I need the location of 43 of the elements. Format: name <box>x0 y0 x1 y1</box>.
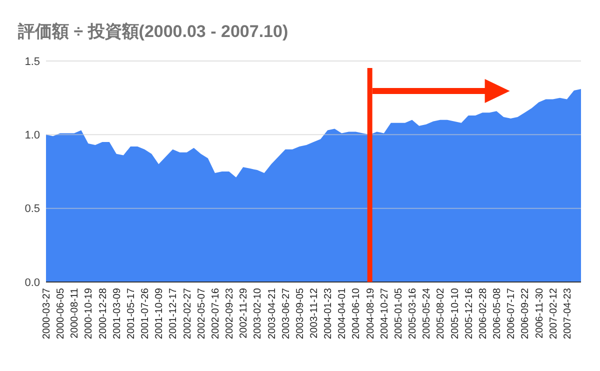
x-tick-label: 2006-02-28 <box>478 288 489 340</box>
x-tick-label: 2002-02-27 <box>182 288 194 340</box>
x-tick-label: 2001-07-26 <box>140 288 152 340</box>
x-tick-label: 2000-03-27 <box>42 288 52 340</box>
x-tick-label: 2003-09-05 <box>294 288 306 340</box>
x-tick-label: 2007-04-23 <box>562 288 574 340</box>
x-tick-label: 2007-02-12 <box>548 288 560 340</box>
x-tick-label: 2004-06-10 <box>351 288 362 340</box>
x-tick-label: 2005-01-05 <box>393 288 404 340</box>
x-tick-label: 2006-07-17 <box>506 288 518 340</box>
x-tick-label: 2004-08-19 <box>365 288 376 340</box>
x-tick-label: 2006-11-30 <box>534 288 546 338</box>
x-tick-label: 2005-05-24 <box>422 288 433 340</box>
x-tick-label: 2002-11-29 <box>238 288 250 338</box>
x-tick-label: 2004-01-23 <box>323 288 334 340</box>
y-tick-label: 1.5 <box>24 56 40 68</box>
x-tick-label: 2002-05-07 <box>196 288 208 340</box>
x-tick-label: 2002-07-16 <box>210 288 222 340</box>
x-tick-label: 2000-10-19 <box>84 288 95 340</box>
x-tick-label: 2004-04-01 <box>337 288 348 340</box>
x-tick-label: 2005-10-10 <box>450 288 461 340</box>
x-tick-label: 2005-12-16 <box>464 288 475 340</box>
x-tick-label: 2005-08-02 <box>436 288 447 340</box>
x-tick-label: 2003-11-12 <box>309 288 320 338</box>
x-tick-label: 2000-12-28 <box>98 288 109 340</box>
x-tick-label: 2000-08-11 <box>70 288 81 338</box>
y-tick-label: 0.5 <box>24 203 40 216</box>
y-tick-label: 1.0 <box>24 130 40 142</box>
x-tick-label: 2003-06-27 <box>280 288 292 340</box>
x-tick-label: 2003-02-10 <box>252 288 264 340</box>
x-tick-label: 2000-06-05 <box>56 288 67 340</box>
x-tick-label: 2001-10-09 <box>154 288 166 340</box>
x-tick-label: 2006-09-22 <box>520 288 532 340</box>
x-tick-label: 2004-10-27 <box>379 288 390 340</box>
x-tick-label: 2001-12-17 <box>168 288 180 340</box>
chart-title: 評価額 ÷ 投資額(2000.03 - 2007.10) <box>17 22 288 41</box>
x-tick-label: 2006-05-08 <box>492 288 504 340</box>
x-tick-label: 2003-04-21 <box>266 288 278 340</box>
y-tick-label: 0.0 <box>24 276 40 289</box>
x-tick-label: 2005-03-16 <box>408 288 419 340</box>
x-tick-label: 2002-09-23 <box>224 288 236 340</box>
x-tick-label: 2001-05-17 <box>126 288 137 340</box>
x-tick-label: 2001-03-09 <box>112 288 123 340</box>
